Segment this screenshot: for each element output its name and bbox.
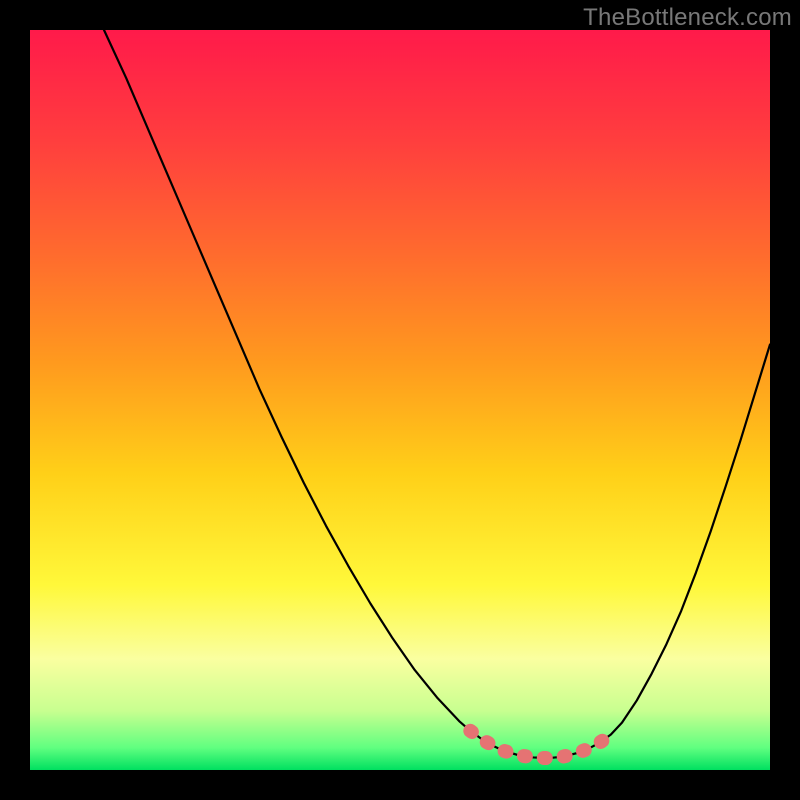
watermark-text: TheBottleneck.com xyxy=(583,4,792,32)
chart-stage: TheBottleneck.com xyxy=(0,0,800,800)
chart-svg xyxy=(0,0,800,800)
